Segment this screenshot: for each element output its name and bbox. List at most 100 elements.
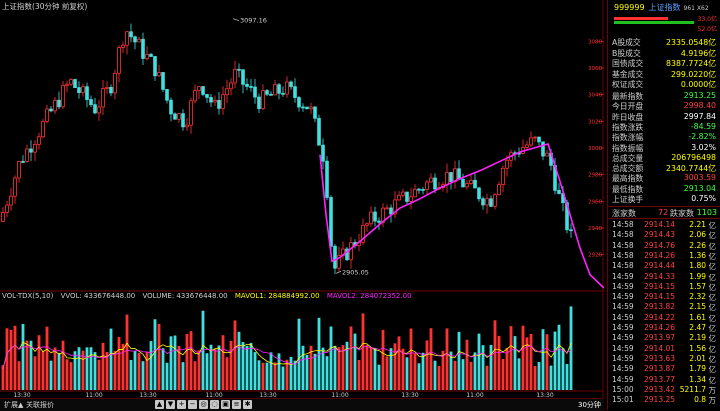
volume-bar: [529, 333, 533, 390]
candle-body: [393, 199, 397, 215]
volume-bar: [97, 359, 101, 390]
volume-bar: [481, 345, 485, 390]
volume-bar: [33, 356, 37, 390]
candle-body: [229, 82, 233, 90]
candle-body: [281, 92, 285, 95]
lock-icon[interactable]: ▣: [221, 400, 230, 409]
chart-title: 上证指数(30分钟 前复权): [2, 2, 88, 11]
down-arrow-icon[interactable]: ▼: [166, 400, 175, 409]
tick-volume: 1.34: [689, 374, 706, 384]
quote-row-label: 总成交额: [612, 164, 644, 174]
tick-row: 14:59 2914.15 2.32 亿: [610, 292, 720, 302]
candle-body: [377, 220, 381, 223]
candle-body: [401, 191, 405, 196]
candle-body: [53, 99, 57, 112]
candle-body: [181, 113, 185, 128]
tick-volume: 2.32: [689, 292, 706, 302]
price-axis-label: 3020: [588, 119, 602, 125]
kline-chart-area[interactable]: 3080 3060 3040 3020 3000 2980 2960 2940 2920 3097…: [0, 0, 604, 411]
stat-row-label: B股成交: [612, 48, 641, 58]
candle-body: [505, 159, 509, 169]
volume-bar: [209, 344, 213, 390]
breadth-up-count: 72: [658, 208, 669, 217]
volume-bar: [205, 353, 209, 390]
time-axis-label: 11:00: [331, 392, 348, 398]
quote-row-label: 最低指数: [612, 184, 644, 194]
expand-tab[interactable]: 扩展▲: [4, 401, 24, 409]
minus-icon[interactable]: −: [188, 400, 197, 409]
plus-icon[interactable]: +: [177, 400, 186, 409]
volume-bar: [553, 331, 557, 390]
tick-time: 14:58: [612, 240, 634, 250]
gauge-up-value: 33.0亿: [697, 16, 717, 23]
volume-bar: [189, 331, 193, 390]
volume-bar: [373, 347, 377, 390]
candle-body: [445, 172, 449, 186]
candle-body: [141, 38, 145, 59]
volume-bar: [141, 361, 145, 390]
volume-bar: [73, 351, 77, 390]
volume-bar: [117, 336, 121, 390]
zoom-icon[interactable]: ◎: [199, 400, 208, 409]
candle-body: [397, 194, 401, 201]
volume-bar: [305, 355, 309, 390]
volume-bar: [253, 352, 257, 390]
period-selector[interactable]: 30分钟: [578, 401, 601, 409]
candle-body: [329, 197, 333, 247]
volume-bar: [445, 328, 449, 390]
stat-row: 权证成交 0.0000亿: [612, 79, 720, 89]
candle-body: [569, 229, 573, 232]
tick-time: 14:58: [612, 250, 634, 260]
related-quote-tab[interactable]: 关联报价: [26, 401, 54, 409]
candle-body: [81, 86, 85, 93]
settings-icon[interactable]: ≡: [232, 400, 241, 409]
quote-row-label: 上证换手: [612, 195, 644, 204]
volume-bar: [137, 352, 141, 390]
candle-body: [289, 81, 293, 88]
time-axis-label: 13:30: [139, 392, 156, 398]
candle-body: [417, 188, 421, 191]
tick-unit: 亿: [708, 375, 717, 385]
stat-row-value: 299.0220亿: [671, 69, 716, 79]
tick-row: 14:59 2913.77 1.34 亿: [610, 375, 720, 385]
volume-bar: [541, 329, 545, 390]
volume-bar: [61, 340, 65, 390]
candle-body: [125, 31, 129, 46]
volume-bar: [41, 351, 45, 390]
volume-bar: [53, 347, 57, 390]
tick-price: 2913.82: [644, 302, 676, 312]
volume-bar: [317, 317, 321, 390]
volume-bar: [385, 356, 389, 390]
quote-row-label: 昨日收盘: [612, 112, 644, 122]
volume-bar: [65, 359, 69, 390]
tick-volume: 2.26: [689, 240, 706, 250]
tick-price: 2913.77: [644, 374, 676, 384]
candle-body: [421, 188, 425, 191]
volume-bar: [237, 331, 241, 390]
gear-icon[interactable]: ✱: [243, 400, 252, 409]
volume-bar: [125, 314, 129, 390]
tick-unit: 亿: [708, 262, 717, 272]
volume-bar: [469, 361, 473, 390]
candle-body: [501, 167, 505, 185]
candle-body: [73, 79, 77, 88]
volume-bar: [181, 362, 185, 390]
zoom-out-icon[interactable]: ◌: [210, 400, 219, 409]
tick-price: 2914.22: [644, 312, 676, 322]
volume-bar: [465, 339, 469, 390]
tick-price: 2914.26: [644, 250, 676, 260]
candle-body: [545, 152, 549, 157]
tick-row: 14:59 2913.63 2.01 亿: [610, 354, 720, 364]
price-axis-label: 3000: [588, 146, 602, 152]
tick-volume: 2.19: [689, 333, 706, 343]
volume-bar: [101, 342, 105, 390]
tick-row: 14:59 2914.01 1.56 亿: [610, 344, 720, 354]
stat-row-value: 2335.0548亿: [666, 38, 716, 47]
tick-row: 14:59 2913.82 2.15 亿: [610, 302, 720, 312]
up-arrow-icon[interactable]: ▲: [155, 400, 164, 409]
stat-row-value: 8387.7724亿: [666, 59, 716, 68]
index-code: 999999: [614, 3, 645, 12]
volume-bar: [557, 324, 561, 390]
volume-bar: [113, 350, 117, 390]
price-and-volume-chart[interactable]: 3080 3060 3040 3020 3000 2980 2960 2940 2920 3097…: [0, 0, 604, 398]
